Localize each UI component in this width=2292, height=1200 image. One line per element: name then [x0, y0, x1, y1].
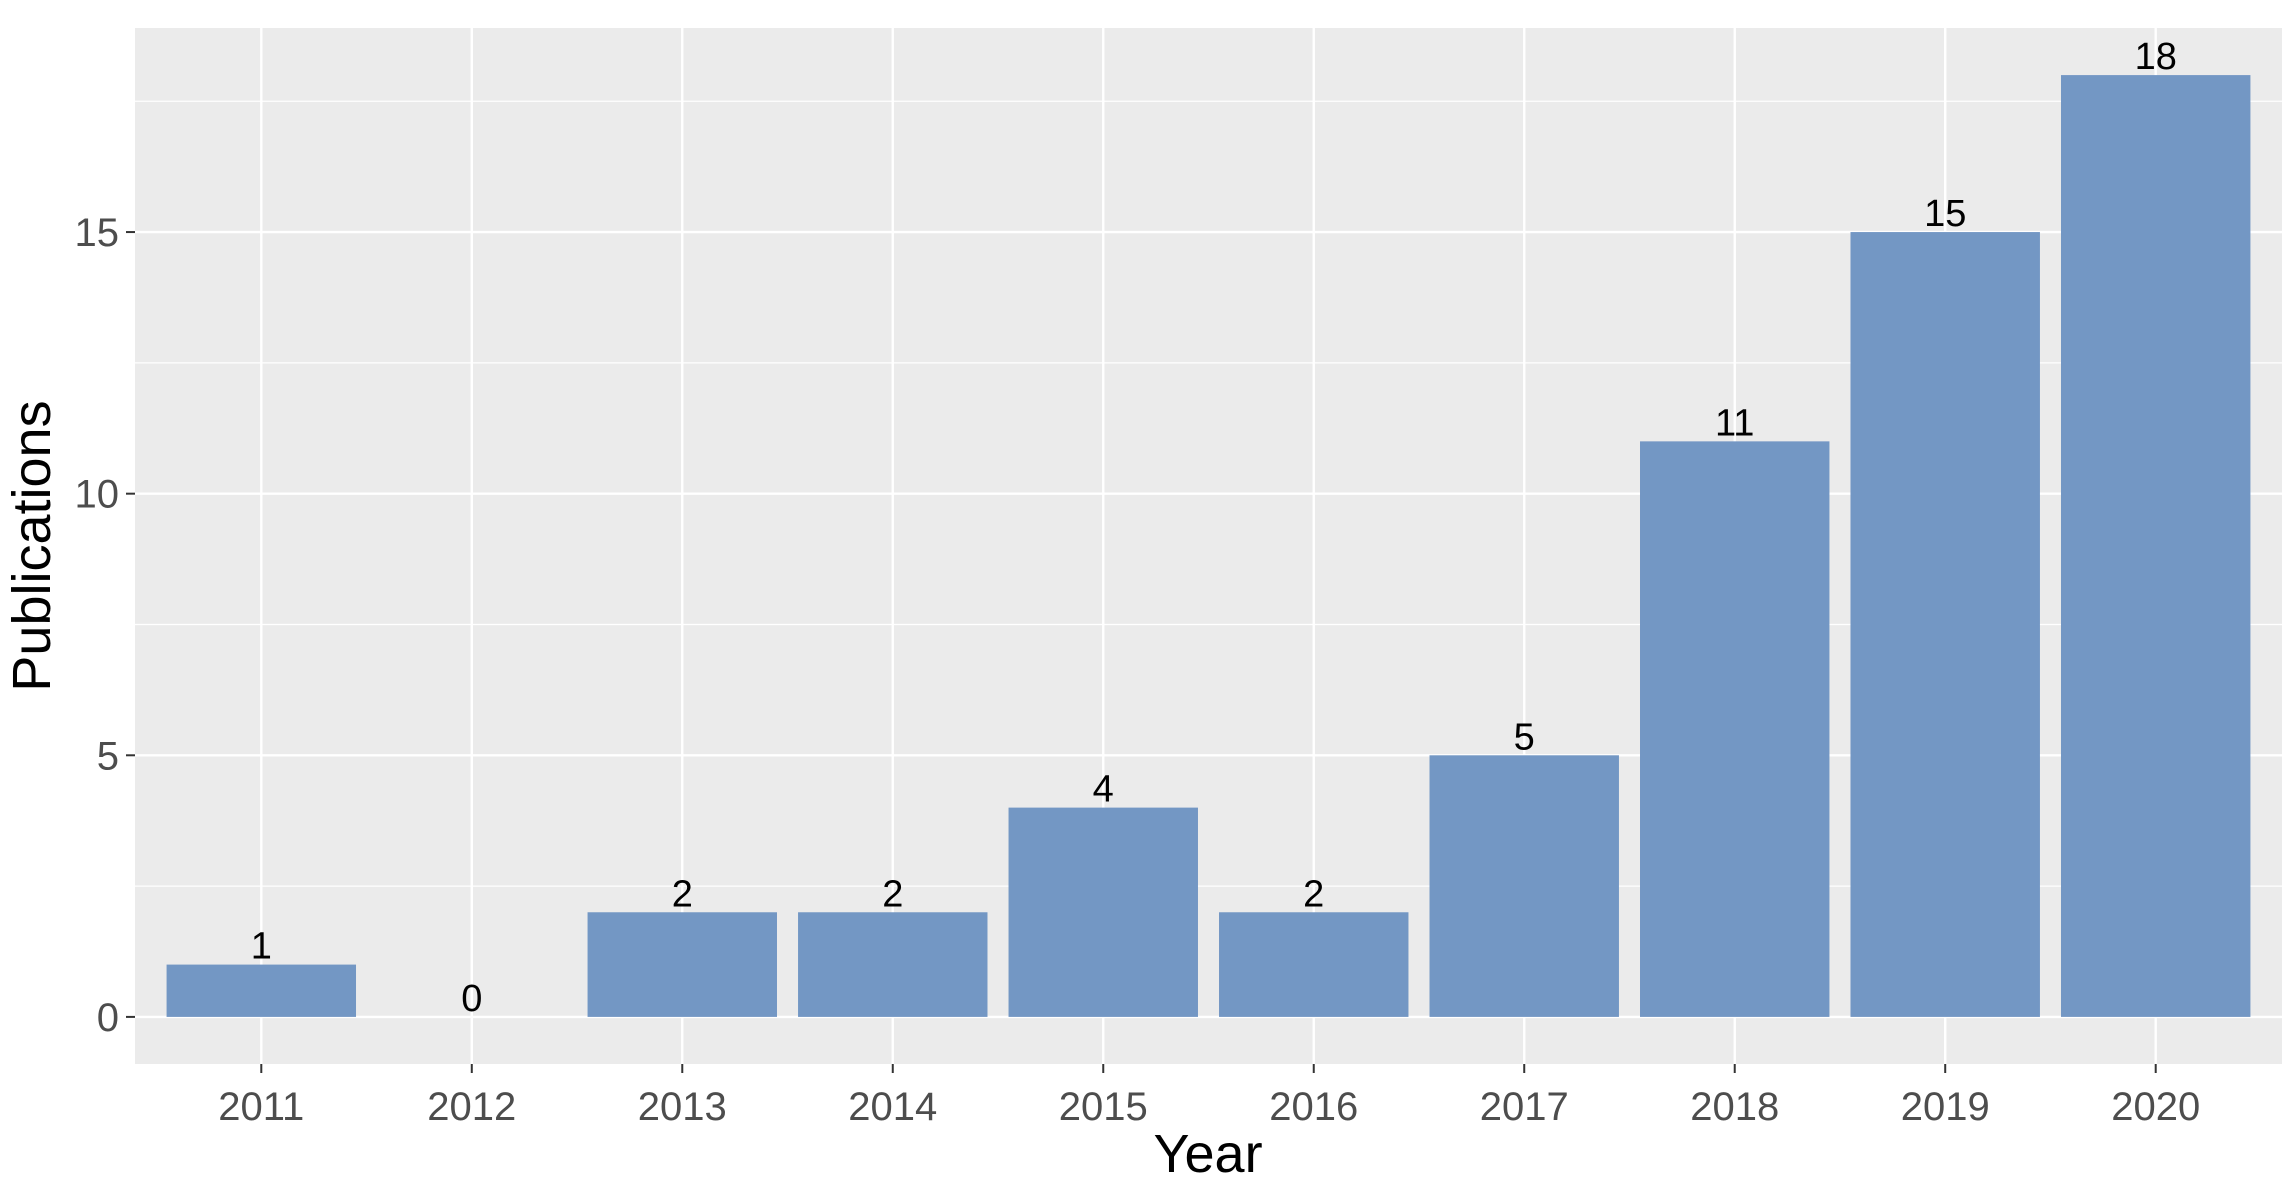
bar-2019 [1850, 232, 2040, 1017]
x-tick-label: 2020 [2111, 1085, 2200, 1129]
x-axis-title: Year [1153, 1124, 1262, 1184]
y-tick-label: 15 [75, 211, 120, 255]
bar-label-2019: 15 [1924, 193, 1966, 235]
bar-label-2020: 18 [2135, 36, 2177, 78]
x-tick-label: 2018 [1690, 1085, 1779, 1129]
x-axis: 2011 2012 2013 2014 2015 2016 2017 2018 2019 2020 [218, 1064, 2200, 1129]
x-tick-label: 2011 [218, 1085, 304, 1129]
x-tick-label: 2019 [1901, 1085, 1990, 1129]
bar-label-2013: 2 [672, 873, 693, 915]
x-tick-label: 2012 [427, 1085, 516, 1129]
x-tick-label: 2017 [1480, 1085, 1569, 1129]
x-tick-label: 2015 [1059, 1085, 1148, 1129]
x-tick-label: 2013 [638, 1085, 727, 1129]
bar-2014 [798, 912, 988, 1017]
y-tick-label: 5 [97, 734, 119, 778]
y-axis: 0 5 10 15 [75, 211, 135, 1040]
bar-2017 [1429, 755, 1619, 1017]
bar-2011 [166, 964, 357, 1017]
bar-2015 [1008, 807, 1198, 1017]
bar-label-2017: 5 [1514, 716, 1535, 758]
x-tick-label: 2016 [1269, 1085, 1358, 1129]
bars [166, 75, 2251, 1017]
bar-2016 [1219, 912, 1409, 1017]
bar-label-2011: 1 [251, 926, 272, 968]
bar-label-2018: 11 [1715, 402, 1754, 444]
x-tick-label: 2014 [848, 1085, 937, 1129]
bar-label-2012: 0 [461, 978, 482, 1020]
bar-value-labels: 1 0 2 2 4 2 5 11 15 18 [251, 36, 2177, 1020]
bar-2018 [1640, 441, 1830, 1017]
bar-label-2016: 2 [1303, 873, 1324, 915]
y-tick-label: 0 [97, 996, 119, 1040]
bar-label-2014: 2 [882, 873, 903, 915]
bar-2013 [587, 912, 777, 1017]
y-axis-title: Publications [2, 400, 62, 691]
bar-label-2015: 4 [1093, 769, 1114, 811]
bar-2020 [2060, 75, 2251, 1017]
y-tick-label: 10 [75, 473, 120, 517]
